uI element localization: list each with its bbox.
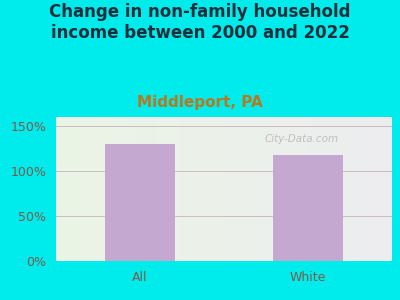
Bar <box>105 144 175 261</box>
Text: Change in non-family household
income between 2000 and 2022: Change in non-family household income be… <box>49 3 351 42</box>
Text: City-Data.com: City-Data.com <box>264 134 338 144</box>
Bar <box>273 155 343 261</box>
Text: Middleport, PA: Middleport, PA <box>137 94 263 110</box>
